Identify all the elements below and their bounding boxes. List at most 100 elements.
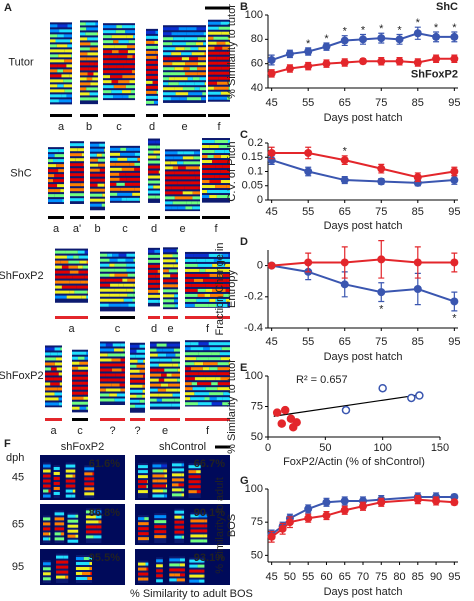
spectrogram-band [172,393,180,397]
spectrogram-band [185,42,196,46]
spectrogram-band [185,288,198,292]
y-tick-label: 75 [251,516,263,528]
spectrogram-band [163,254,173,258]
spectrogram-band [121,197,127,201]
spectrogram-band [209,347,222,351]
spectrogram-band [126,197,140,201]
significance-marker: * [434,22,439,34]
spectrogram-band [83,391,88,395]
spectrogram-band [55,265,62,269]
spectrogram-band [163,279,178,283]
spectrogram-band [119,177,127,181]
spectrogram-band [66,94,72,98]
data-point [272,408,282,417]
spectrogram-band [156,155,160,159]
spectrogram-band [148,259,160,263]
spectrogram-band [146,75,158,79]
spectrogram-band [80,280,86,284]
spectrogram-band [45,387,58,391]
spectrogram-band [86,57,98,61]
spectrogram-band [108,298,124,302]
spectrogram-band [185,362,195,366]
y-tick-label: 75 [251,400,263,412]
spectrogram-band [188,475,199,479]
spectrogram-band [143,359,145,363]
spectrogram-band [53,491,60,495]
spectrogram-band [153,185,160,189]
spectrogram-band [55,250,66,254]
spectrogram-band [215,298,227,302]
spectrogram-band [61,174,64,178]
spectrogram-band [209,397,217,401]
spectrogram-band [138,490,148,494]
spectrogram-band [90,183,98,187]
data-point [267,69,276,78]
spectrogram-band [56,575,66,579]
spectrogram-band [119,60,127,64]
spectrogram-band [185,382,192,386]
spectrogram-band [146,90,157,94]
spectrogram-band [213,86,229,90]
spectrogram-band [45,352,51,356]
spectrogram-band [123,298,133,302]
spectrogram-band [181,493,185,497]
spectrogram-band [180,573,185,577]
spectrogram-band [55,275,67,279]
spectrogram-band [174,87,183,91]
x-tick-label: 65 [339,571,351,583]
spectrogram-band [130,394,137,398]
spectrogram-band [158,170,160,174]
spectrogram-band [193,278,204,282]
spectrogram-band [164,368,178,372]
spectrogram-band [55,280,70,284]
spectrogram-band [163,264,174,268]
spectrogram-band [208,66,216,70]
spectrogram-band [170,72,185,76]
spectrogram-band [139,344,145,348]
spectrogram-band [187,77,193,81]
spectrogram-band [48,174,55,178]
spectrogram-band [217,362,229,366]
spectrogram-band [80,52,88,56]
spectrogram-band [166,343,178,347]
spectrogram-band [65,489,73,493]
spectrogram-band [119,172,126,176]
spectrogram-band [120,353,125,357]
spectrogram-band [221,253,229,257]
spectrogram-band [45,367,51,371]
spectrogram-band [178,27,187,31]
spectrogram-band [204,397,210,401]
spectrogram-band [111,50,119,54]
spectrogram-band [50,54,59,58]
spectrogram-band [182,156,194,160]
spectrogram-band [57,84,64,88]
spectrogram-band [213,96,227,100]
spectrogram-band [116,393,125,397]
spectrogram-band [185,352,199,356]
spectrogram-band [153,150,160,154]
syllable-bar [202,216,230,219]
spectrogram-band [163,259,176,263]
spectrogram-band [191,283,206,287]
spectrogram-band [132,60,135,64]
spectrogram-band [112,343,121,347]
data-point [340,156,349,165]
spectrogram-band [60,260,69,264]
y-tick-label: 80 [251,33,263,45]
spectrogram-band [84,492,95,496]
spectrogram-band [57,69,64,73]
spectrogram-band [113,85,126,89]
spectrogram-band [100,363,109,367]
spectrogram-band [175,568,185,572]
data-point [340,496,349,505]
spectrogram-band [217,382,230,386]
spectrogram-band [152,489,164,493]
spectrogram-band [186,97,202,101]
spectrogram-band [185,253,194,257]
spectrogram-band [209,195,217,199]
spectrogram-band [198,402,212,406]
spectrogram-band [116,182,125,186]
spectrogram-band [177,269,178,273]
spectrogram-band [117,157,128,161]
spectrogram-band [198,62,206,66]
